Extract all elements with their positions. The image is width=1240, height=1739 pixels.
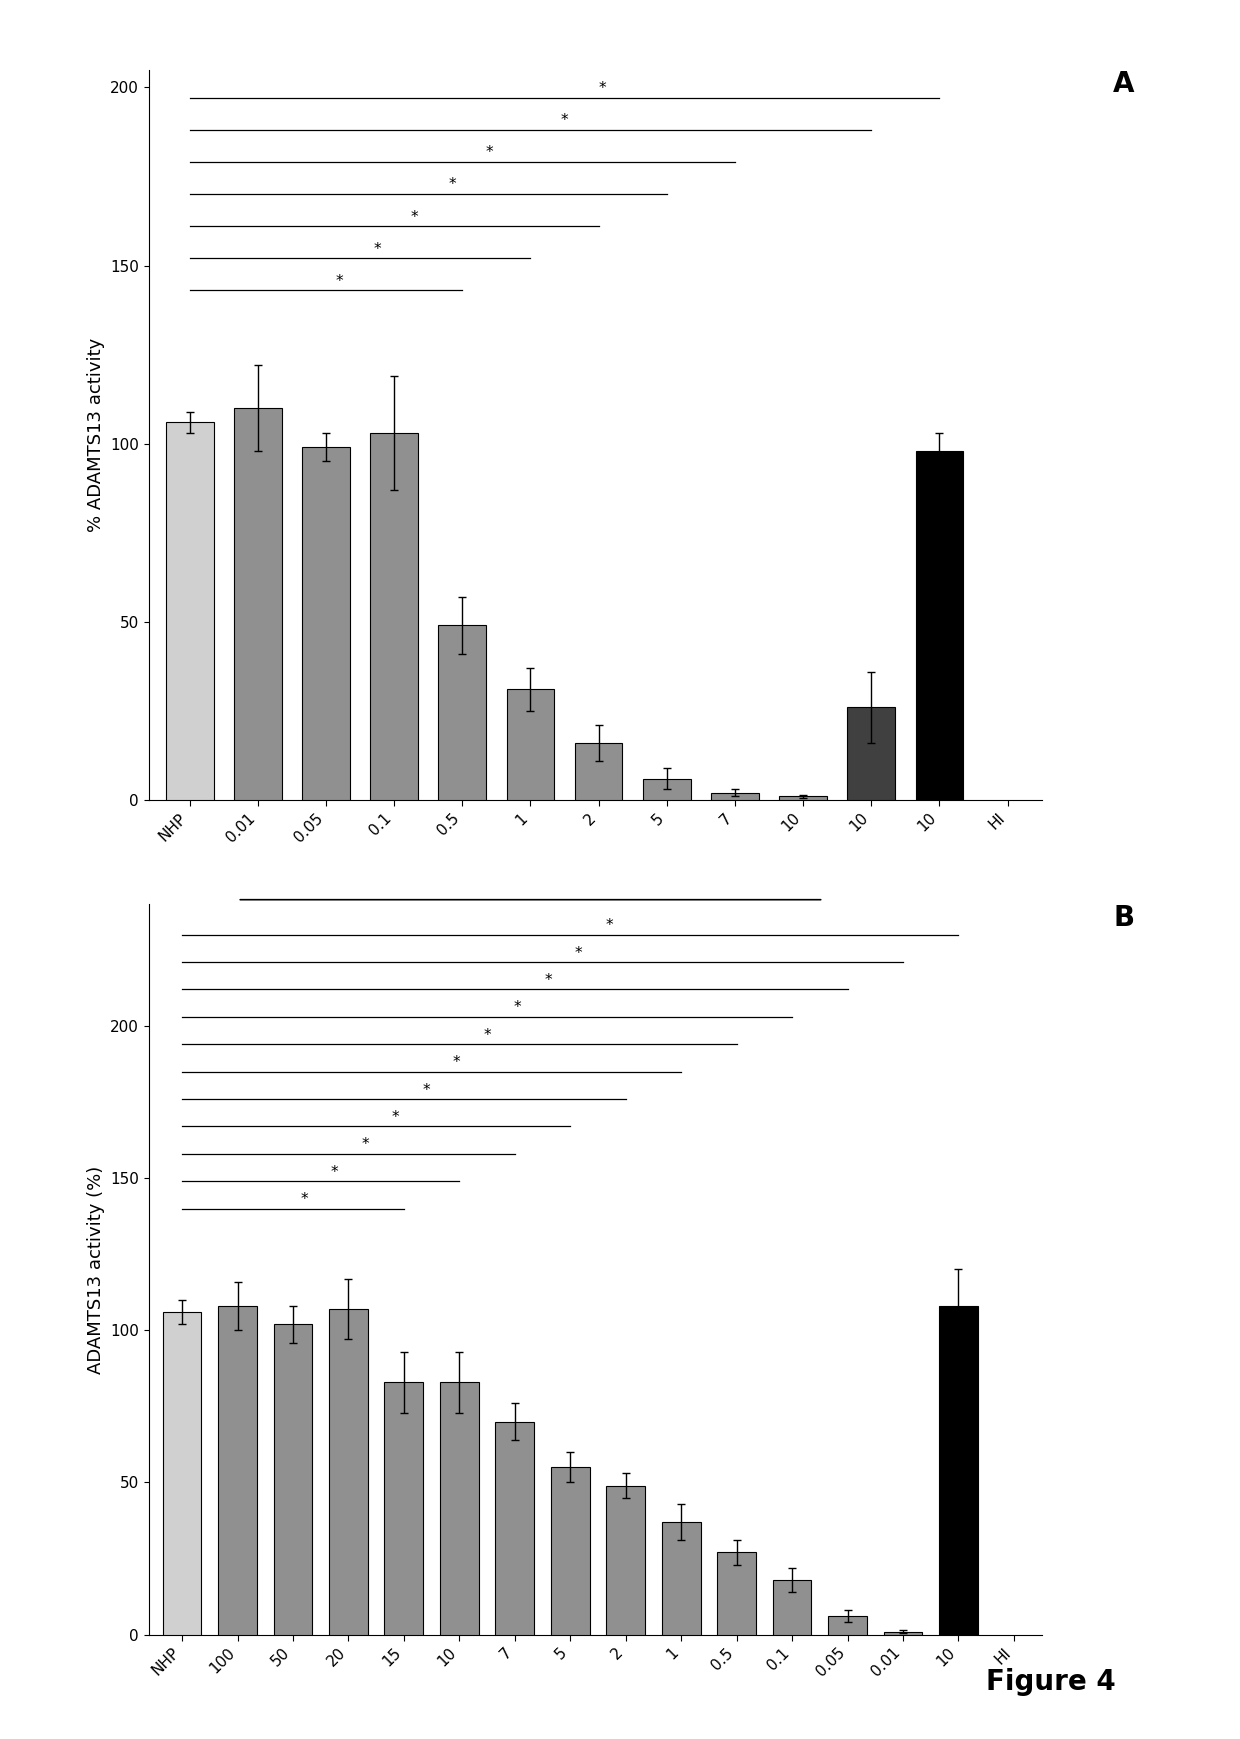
- Bar: [779, 796, 827, 800]
- Text: *: *: [373, 242, 381, 257]
- Bar: [717, 1553, 756, 1635]
- Text: Figure 4: Figure 4: [986, 1668, 1116, 1696]
- Text: *: *: [560, 113, 568, 129]
- Bar: [218, 1306, 257, 1635]
- Bar: [384, 1383, 423, 1635]
- Bar: [915, 450, 963, 800]
- Bar: [642, 779, 691, 800]
- Text: *: *: [423, 1082, 430, 1097]
- Y-axis label: % ADAMTS13 activity: % ADAMTS13 activity: [87, 337, 104, 532]
- Bar: [773, 1579, 811, 1635]
- Text: *: *: [361, 1137, 368, 1153]
- Text: *: *: [331, 1165, 339, 1179]
- Text: *: *: [544, 972, 552, 988]
- Text: *: *: [300, 1191, 308, 1207]
- Bar: [662, 1522, 701, 1635]
- Bar: [234, 409, 281, 800]
- Text: B: B: [1114, 904, 1135, 932]
- Bar: [166, 423, 213, 800]
- Text: *: *: [453, 1056, 460, 1069]
- Text: *: *: [410, 209, 418, 224]
- Text: A: A: [1114, 70, 1135, 97]
- Bar: [274, 1325, 312, 1635]
- Bar: [440, 1383, 479, 1635]
- Text: *: *: [392, 1109, 399, 1125]
- Bar: [439, 626, 486, 800]
- Text: 15D1: 15D1: [918, 918, 962, 936]
- Bar: [371, 433, 418, 800]
- Text: *: *: [605, 918, 613, 934]
- Bar: [711, 793, 759, 800]
- Text: *: *: [484, 1028, 491, 1043]
- Bar: [303, 447, 350, 800]
- Bar: [162, 1313, 201, 1635]
- Bar: [496, 1423, 534, 1635]
- Bar: [329, 1309, 368, 1635]
- Text: *: *: [486, 146, 494, 160]
- Bar: [939, 1306, 978, 1635]
- Y-axis label: ADAMTS13 activity (%): ADAMTS13 activity (%): [87, 1165, 104, 1374]
- Text: *: *: [513, 1000, 521, 1016]
- Bar: [575, 743, 622, 800]
- Text: *: *: [575, 946, 583, 960]
- Bar: [507, 689, 554, 800]
- Bar: [847, 708, 895, 800]
- Bar: [551, 1468, 590, 1635]
- Text: 17C7 (μg/mL): 17C7 (μg/mL): [474, 918, 588, 936]
- Bar: [606, 1485, 645, 1635]
- Text: *: *: [449, 177, 456, 193]
- Text: *: *: [336, 273, 343, 289]
- Text: 3H9: 3H9: [854, 918, 888, 936]
- Text: *: *: [598, 82, 606, 96]
- Bar: [884, 1631, 923, 1635]
- Bar: [828, 1617, 867, 1635]
